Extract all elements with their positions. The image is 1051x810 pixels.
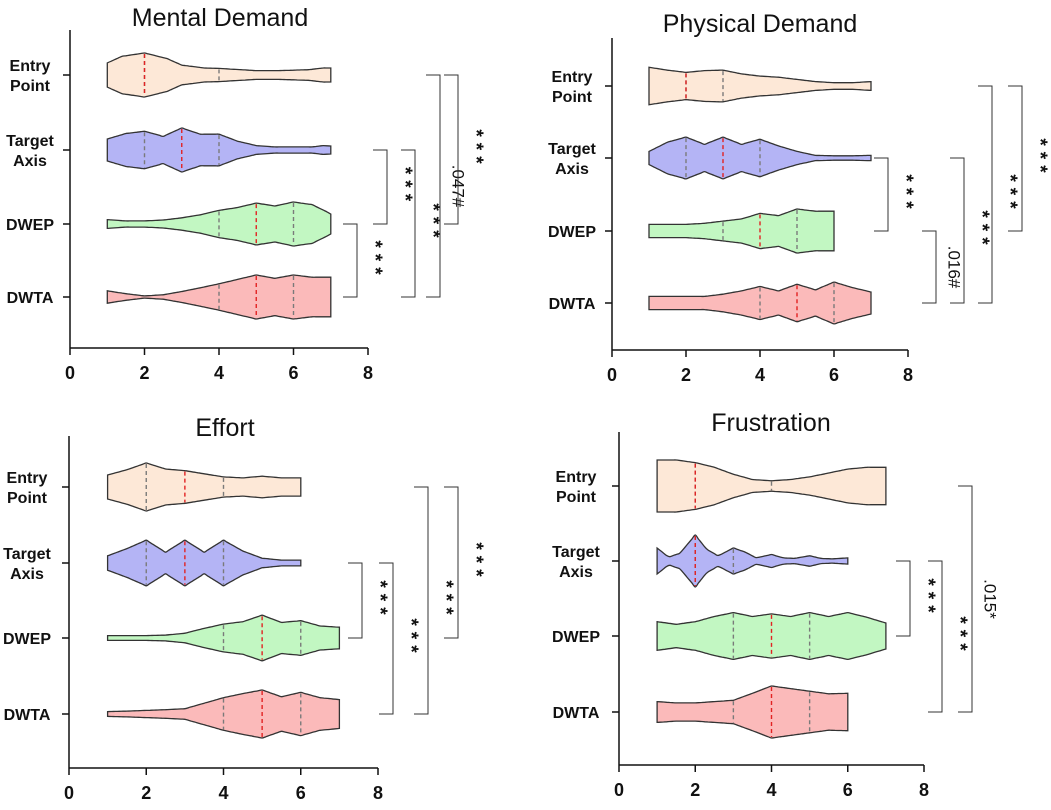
significance-label: *** [364, 240, 385, 280]
significance-label: *** [1029, 138, 1050, 178]
significance-label: *** [999, 174, 1020, 214]
significance-bracket [896, 560, 911, 637]
x-tick-label: 6 [296, 783, 306, 803]
violin-dwep [106, 201, 332, 247]
x-tick-label: 2 [681, 365, 691, 385]
category-label-target-axis: Target Axis [548, 141, 596, 178]
significance-label: *** [394, 167, 415, 207]
significance-bracket [348, 562, 363, 639]
category-label-dwep: DWEP [3, 631, 51, 648]
significance-label: *** [971, 210, 992, 250]
x-tick-label: 4 [766, 780, 776, 800]
significance-label: *** [465, 129, 486, 169]
significance-bracket [373, 149, 388, 225]
x-tick-label: 2 [141, 783, 151, 803]
significance-label: *** [895, 174, 916, 214]
x-tick-label: 8 [919, 780, 929, 800]
x-tick-label: 6 [843, 780, 853, 800]
x-tick-label: 4 [214, 363, 224, 383]
chart-panel-2: Physical Demand 0 2 4 6 8 Entry Point Target Axis… [548, 10, 1050, 385]
x-tick-label: 0 [65, 363, 75, 383]
significance-bracket [922, 230, 937, 304]
x-tick-label: 2 [690, 780, 700, 800]
significance-label: .015* [981, 579, 1000, 619]
x-tick-label: 8 [903, 365, 913, 385]
violin-dwta [106, 274, 332, 320]
x-tick-label: 4 [218, 783, 228, 803]
x-tick-label: 0 [607, 365, 617, 385]
category-label-dwta: DWTA [4, 707, 51, 724]
significance-label: *** [465, 542, 486, 582]
category-label-dwep: DWEP [6, 217, 54, 234]
category-label-target-axis: Target Axis [552, 544, 600, 581]
significance-label: *** [400, 618, 421, 658]
significance-bracket [401, 149, 416, 298]
x-tick-label: 6 [288, 363, 298, 383]
significance-bracket [874, 157, 889, 232]
significance-bracket [444, 74, 459, 225]
significance-label: *** [435, 580, 456, 620]
violin-entry-point [106, 462, 302, 512]
category-label-dwep: DWEP [548, 224, 596, 241]
significance-label: *** [369, 580, 390, 620]
category-label-entry-point: Entry Point [552, 69, 593, 106]
significance-label: .016# [945, 246, 964, 289]
category-label-dwta: DWTA [549, 296, 596, 313]
significance-label: *** [422, 203, 443, 243]
x-tick-label: 8 [363, 363, 373, 383]
significance-bracket [1008, 85, 1023, 232]
category-label-entry-point: Entry Point [556, 469, 597, 506]
significance-bracket [343, 223, 358, 298]
significance-bracket [928, 560, 943, 713]
violin-dwep [106, 614, 341, 662]
category-label-target-axis: Target Axis [3, 546, 51, 583]
chart-panel-4: Frustration 0 2 4 6 8 Entry Point Target Axis DWEP… [552, 409, 1000, 800]
chart-panel-1: Mental Demand 0 2 4 6 8 Entry Point Target Axis DW… [6, 4, 486, 383]
category-label-target-axis: Target Axis [6, 133, 54, 170]
category-label-entry-point: Entry Point [10, 58, 51, 95]
violin-target-axis [106, 539, 302, 587]
significance-bracket [958, 485, 973, 713]
x-tick-label: 8 [373, 783, 383, 803]
chart-title: Effort [195, 414, 254, 442]
category-label-entry-point: Entry Point [7, 470, 48, 507]
category-label-dwta: DWTA [7, 290, 54, 307]
violin-dwep [648, 208, 835, 254]
x-tick-label: 4 [755, 365, 765, 385]
significance-bracket [978, 85, 993, 304]
significance-bracket [414, 486, 429, 715]
significance-bracket [379, 562, 394, 715]
chart-title: Frustration [711, 409, 830, 437]
significance-bracket [426, 74, 441, 298]
violin-entry-point [648, 66, 872, 106]
x-tick-label: 2 [139, 363, 149, 383]
violin-target-axis [656, 534, 849, 588]
chart-panel-3: Effort 0 2 4 6 8 Entry Point Target Axis DWEP DWTA *… [3, 414, 486, 803]
x-tick-label: 0 [64, 783, 74, 803]
x-tick-label: 6 [829, 365, 839, 385]
chart-title: Mental Demand [132, 4, 308, 32]
significance-label: *** [917, 578, 938, 618]
significance-bracket [950, 157, 965, 304]
category-label-dwep: DWEP [552, 629, 600, 646]
violin-dwta [656, 685, 849, 739]
violin-entry-point [106, 52, 332, 98]
violin-entry-point [656, 459, 887, 513]
x-tick-label: 0 [614, 780, 624, 800]
significance-bracket [444, 486, 459, 639]
chart-title: Physical Demand [663, 10, 858, 38]
significance-label: *** [949, 616, 970, 656]
category-label-dwta: DWTA [553, 705, 600, 722]
